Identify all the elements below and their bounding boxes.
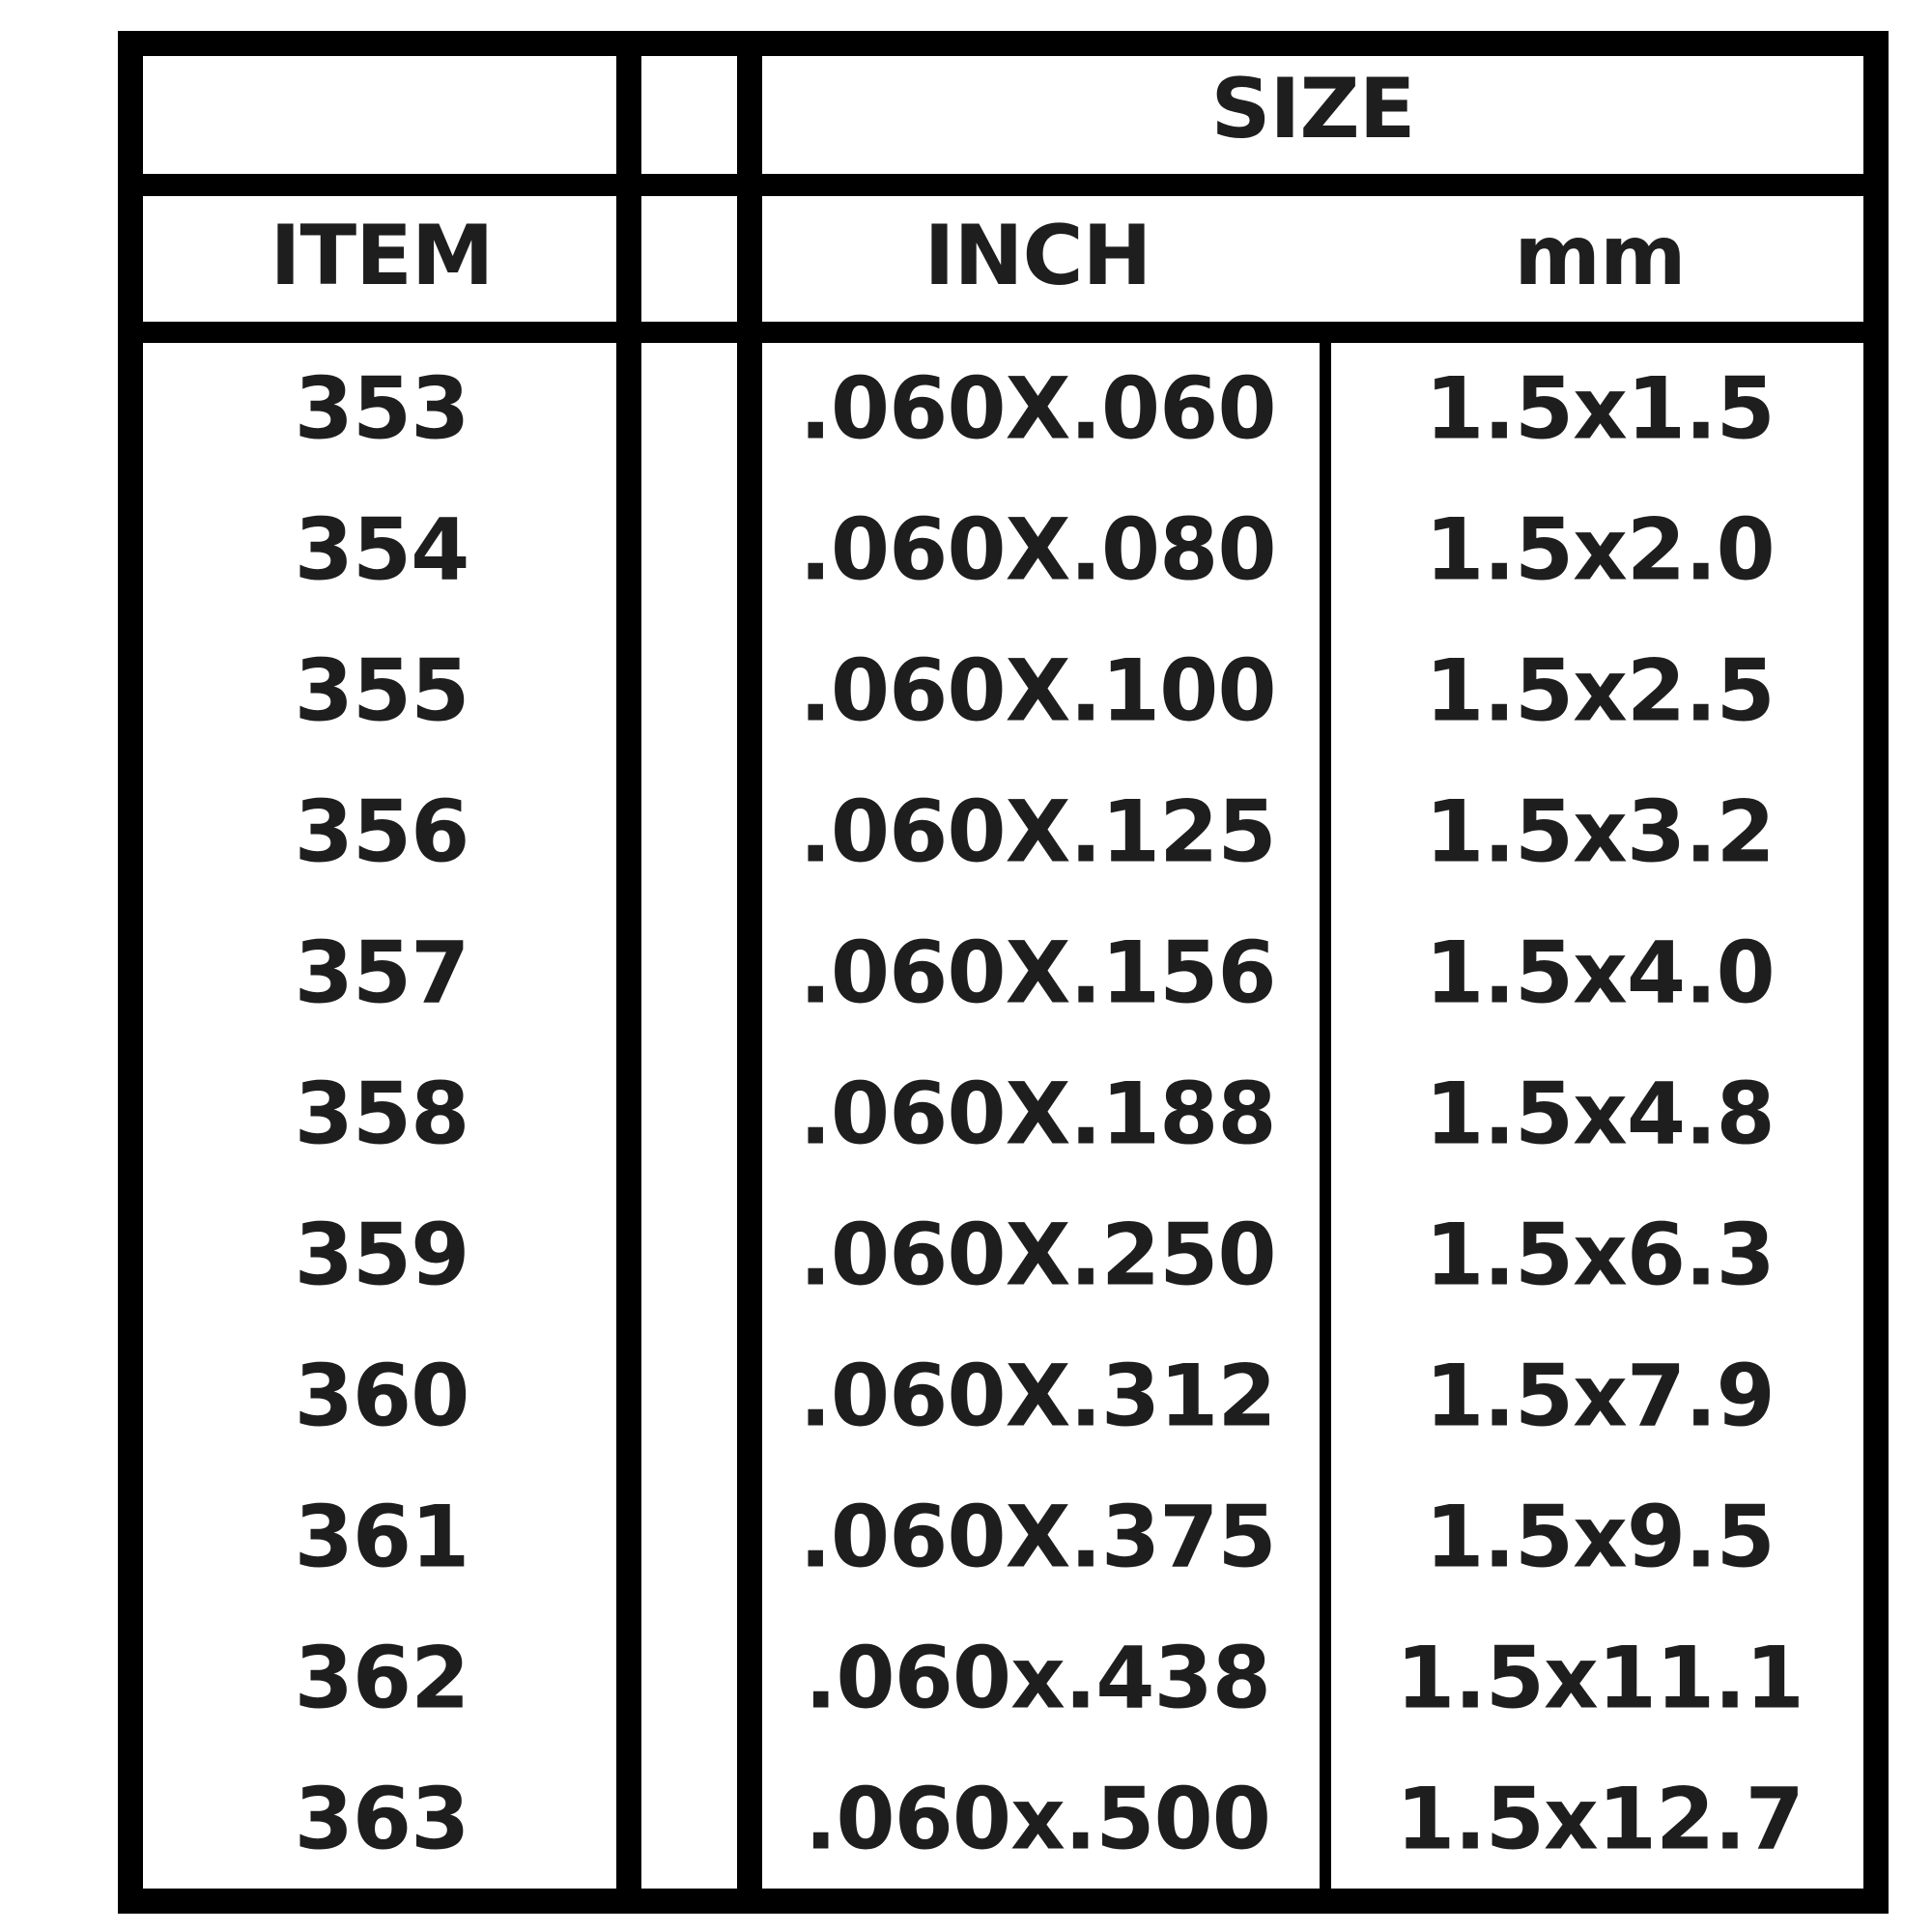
- cell-item: 363: [294, 1769, 470, 1869]
- cell-inch: .060X.250: [799, 1205, 1276, 1305]
- cell-item: 358: [294, 1064, 470, 1164]
- cell-item: 361: [294, 1487, 470, 1587]
- border-left: [118, 31, 143, 1914]
- border-bottom: [118, 1889, 1889, 1914]
- cell-mm: 1.5x6.3: [1425, 1205, 1776, 1305]
- cell-inch: .060x.500: [804, 1769, 1271, 1869]
- cell-item: 356: [294, 781, 470, 882]
- cell-inch: .060X.125: [799, 781, 1276, 882]
- border-top: [118, 31, 1889, 56]
- cell-mm: 1.5x1.5: [1425, 358, 1776, 459]
- cell-inch: .060X.060: [799, 358, 1276, 459]
- cell-mm: 1.5x3.2: [1425, 781, 1776, 882]
- cell-inch: .060X.188: [799, 1064, 1276, 1164]
- cell-mm: 1.5x2.0: [1425, 499, 1776, 600]
- cell-item: 355: [294, 640, 470, 741]
- cell-mm: 1.5x11.1: [1396, 1628, 1804, 1728]
- column-header-mm: mm: [1514, 208, 1686, 304]
- cell-item: 357: [294, 923, 470, 1023]
- divider-item: [616, 31, 641, 1914]
- divider-header-1: [118, 174, 1889, 196]
- cell-item: 362: [294, 1628, 470, 1728]
- cell-inch: .060X.312: [799, 1346, 1276, 1446]
- cell-inch: .060X.080: [799, 499, 1276, 600]
- border-right: [1863, 31, 1889, 1914]
- size-group-header: SIZE: [1210, 61, 1415, 157]
- cell-item: 354: [294, 499, 470, 600]
- cell-item: 353: [294, 358, 470, 459]
- column-header-inch: INCH: [923, 208, 1151, 304]
- divider-blank: [737, 31, 762, 1914]
- cell-mm: 1.5x12.7: [1396, 1769, 1804, 1869]
- cell-inch: .060X.100: [799, 640, 1276, 741]
- divider-header-2: [118, 322, 1889, 343]
- cell-mm: 1.5x4.8: [1425, 1064, 1776, 1164]
- cell-inch: .060X.156: [799, 923, 1276, 1023]
- column-header-item: ITEM: [270, 208, 495, 304]
- divider-inch-mm: [1320, 328, 1331, 1893]
- cell-mm: 1.5x4.0: [1425, 923, 1776, 1023]
- cell-mm: 1.5x9.5: [1425, 1487, 1776, 1587]
- cell-inch: .060X.375: [799, 1487, 1276, 1587]
- cell-mm: 1.5x7.9: [1425, 1346, 1776, 1446]
- cell-item: 359: [294, 1205, 470, 1305]
- cell-item: 360: [294, 1346, 470, 1446]
- cell-inch: .060x.438: [804, 1628, 1271, 1728]
- cell-mm: 1.5x2.5: [1425, 640, 1776, 741]
